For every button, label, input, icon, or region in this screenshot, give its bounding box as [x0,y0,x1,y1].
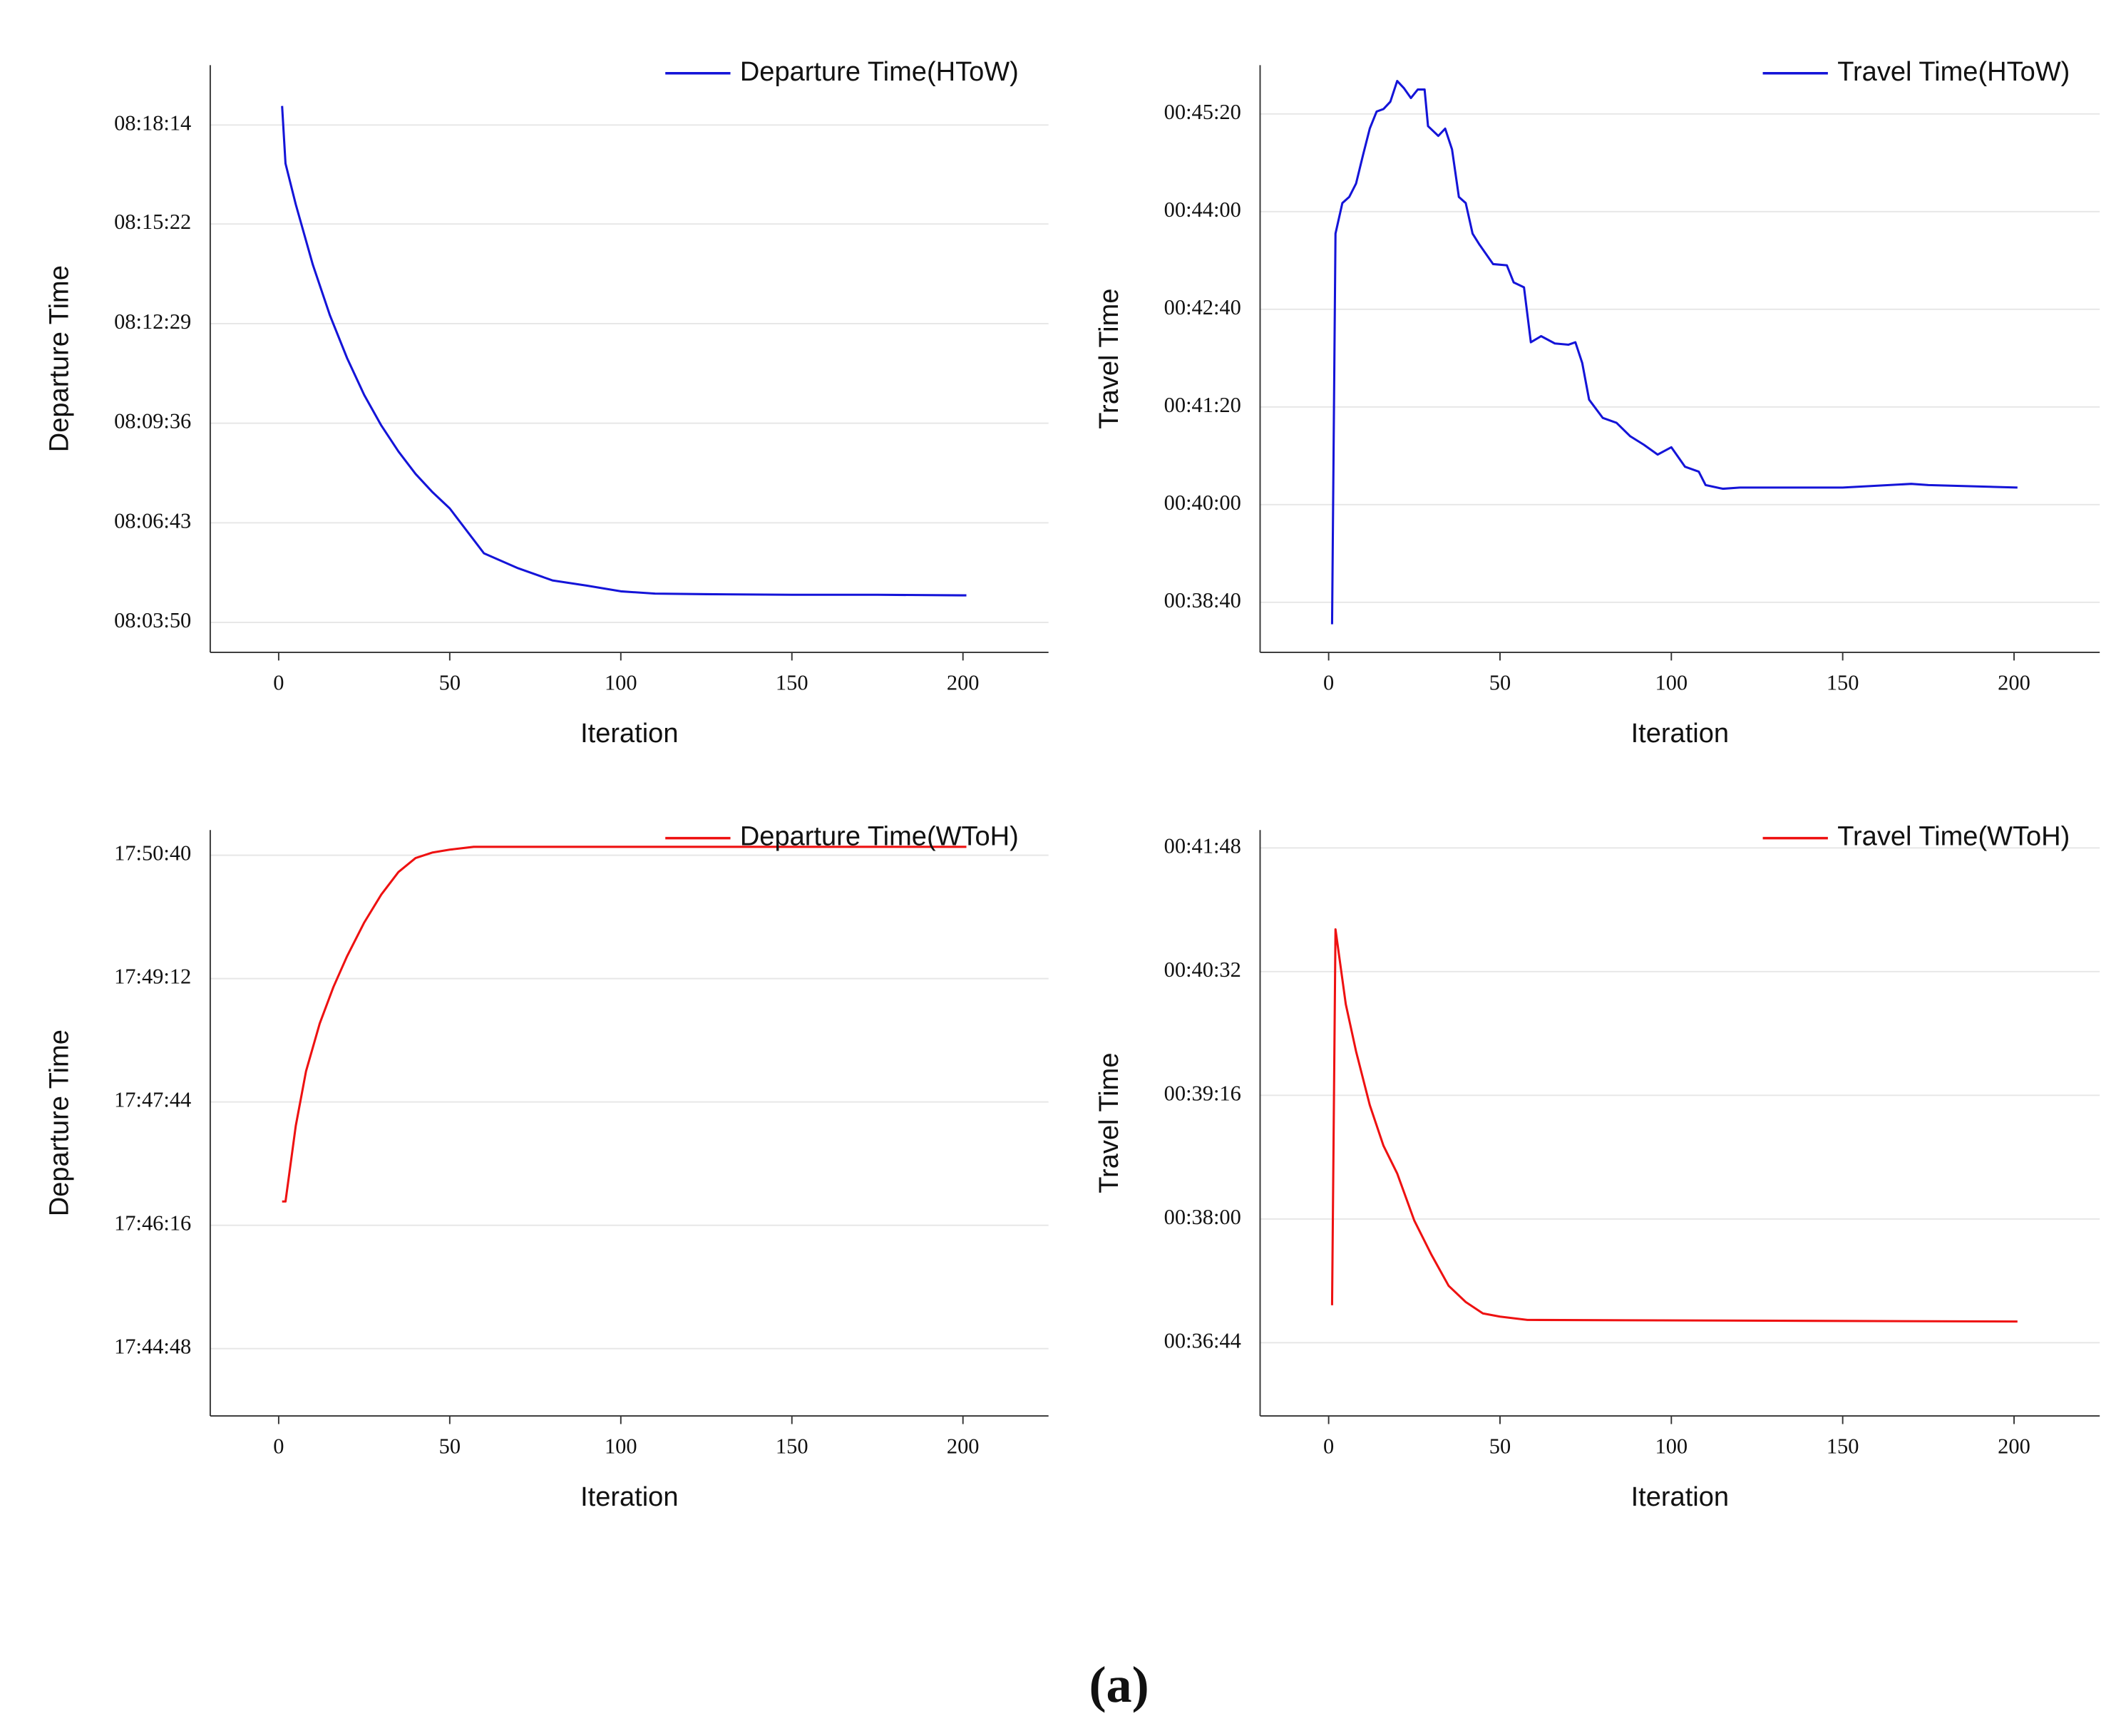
x-axis-label: Iteration [1631,1482,1729,1512]
legend-label: Departure Time(WToH) [740,822,1019,852]
y-tick-label: 00:41:48 [1164,833,1241,858]
x-tick-label: 100 [1655,671,1688,695]
x-tick-label: 0 [1323,1434,1334,1459]
x-tick-label: 150 [776,1434,808,1459]
y-tick-label: 17:47:44 [114,1088,191,1112]
x-tick-label: 100 [605,671,637,695]
panel: 00:36:44 00:38:00 00:39:16 00:40:32 00:41:48… [1094,822,2100,1512]
legend-label: Departure Time(HToW) [740,57,1019,87]
y-tick-label: 08:09:36 [114,409,191,433]
y-tick-label: 00:39:16 [1164,1081,1241,1105]
y-tick-label: 00:38:00 [1164,1205,1241,1229]
y-tick-label: 08:18:14 [114,111,191,135]
legend-label: Travel Time(WToH) [1837,822,2070,852]
y-tick-label: 17:46:16 [114,1211,191,1236]
y-tick-label: 08:03:50 [114,608,191,632]
y-tick-label: 00:41:20 [1164,393,1241,417]
x-tick-label: 100 [1655,1434,1688,1459]
x-tick-label: 200 [947,1434,980,1459]
y-tick-label: 00:44:00 [1164,197,1241,222]
x-tick-label: 150 [776,671,808,695]
y-tick-label: 17:49:12 [114,965,191,989]
y-axis-label: Travel Time [1094,289,1124,429]
y-axis-label: Departure Time [45,1029,75,1216]
y-tick-label: 08:12:29 [114,309,191,334]
x-tick-label: 150 [1827,1434,1859,1459]
data-line [282,846,967,1203]
y-tick-label: 00:42:40 [1164,295,1241,319]
y-tick-label: 00:40:00 [1164,491,1241,515]
y-tick-label: 00:36:44 [1164,1328,1241,1352]
panel: 00:38:40 00:40:00 00:41:20 00:42:40 00:44:00… [1094,57,2100,749]
x-tick-label: 200 [1998,671,2030,695]
y-tick-label: 08:06:43 [114,508,191,533]
x-tick-label: 50 [439,671,461,695]
x-axis-label: Iteration [1631,719,1729,749]
panel: 17:44:48 17:46:16 17:47:44 17:49:12 17:50:40… [45,822,1049,1512]
data-line [1330,928,2018,1323]
x-tick-label: 0 [273,671,284,695]
y-tick-label: 00:38:40 [1164,588,1241,612]
x-tick-label: 0 [1323,671,1334,695]
y-tick-label: 17:50:40 [114,841,191,866]
x-tick-label: 50 [439,1434,461,1459]
x-tick-label: 200 [1998,1434,2030,1459]
x-tick-label: 150 [1827,671,1859,695]
x-tick-label: 50 [1489,1434,1511,1459]
legend-label: Travel Time(HToW) [1837,57,2070,87]
x-tick-label: 200 [947,671,980,695]
y-axis-label: Travel Time [1094,1053,1124,1193]
y-tick-label: 00:45:20 [1164,100,1241,124]
data-line [281,106,967,597]
panel: 08:03:50 08:06:43 08:09:36 08:12:29 08:15:22… [45,57,1049,749]
x-tick-label: 0 [273,1434,284,1459]
x-tick-label: 100 [605,1434,637,1459]
caption: (a) [1089,1656,1149,1713]
x-axis-label: Iteration [580,1482,678,1512]
y-tick-label: 17:44:48 [114,1335,191,1359]
x-tick-label: 50 [1489,671,1511,695]
y-tick-label: 00:40:32 [1164,957,1241,982]
x-axis-label: Iteration [580,719,678,749]
data-line [1330,80,2018,625]
y-axis-label: Departure Time [45,265,75,452]
y-tick-label: 08:15:22 [114,210,191,234]
